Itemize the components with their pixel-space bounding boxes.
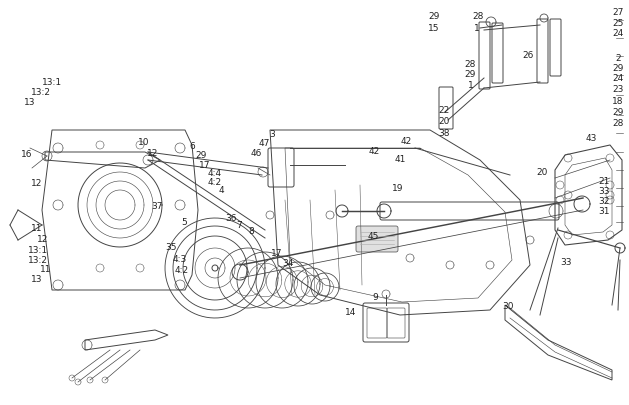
Text: 13: 13	[31, 275, 42, 284]
Text: 6: 6	[189, 142, 195, 151]
Text: 24: 24	[612, 29, 623, 38]
Text: 13:2: 13:2	[31, 88, 51, 97]
Text: 20: 20	[438, 117, 450, 126]
Text: 13:2: 13:2	[28, 256, 48, 264]
Text: 4:2: 4:2	[208, 178, 222, 187]
Text: 11: 11	[40, 265, 51, 274]
Text: 14: 14	[345, 308, 357, 317]
Text: 33: 33	[598, 187, 610, 196]
Text: 5: 5	[181, 218, 187, 227]
Text: 37: 37	[152, 202, 163, 211]
Text: 27: 27	[612, 9, 623, 17]
Text: 11: 11	[31, 224, 42, 233]
Text: 4:2: 4:2	[174, 266, 188, 275]
Text: 32: 32	[598, 197, 610, 206]
Text: 13: 13	[25, 98, 36, 107]
Text: 41: 41	[394, 156, 406, 164]
Text: 13:1: 13:1	[28, 246, 48, 255]
Text: 7: 7	[236, 222, 242, 230]
Text: 1: 1	[467, 81, 474, 90]
Text: 28: 28	[465, 60, 476, 69]
Text: 13:1: 13:1	[42, 78, 62, 87]
Text: 1: 1	[474, 24, 480, 33]
Text: 19: 19	[392, 184, 403, 193]
Text: 3: 3	[269, 130, 275, 139]
Text: 36: 36	[226, 214, 237, 223]
Text: 20: 20	[537, 168, 548, 177]
Text: 29: 29	[612, 64, 623, 73]
Text: 15: 15	[428, 24, 440, 33]
Text: 30: 30	[503, 303, 514, 311]
Text: 12: 12	[37, 235, 48, 244]
Text: 29: 29	[196, 151, 207, 160]
Text: 47: 47	[259, 139, 270, 148]
Text: 24: 24	[612, 75, 623, 83]
Text: 38: 38	[438, 129, 450, 138]
Text: 42: 42	[369, 147, 380, 156]
Text: 35: 35	[165, 243, 177, 252]
Text: 22: 22	[438, 106, 450, 115]
Text: 28: 28	[612, 119, 623, 128]
Text: 17: 17	[199, 161, 211, 170]
Text: 4: 4	[219, 186, 224, 195]
Text: 21: 21	[598, 177, 610, 186]
Text: 4:4: 4:4	[208, 169, 222, 178]
Text: 28: 28	[472, 12, 484, 21]
Text: 17: 17	[271, 249, 282, 258]
Text: 16: 16	[21, 150, 32, 159]
Text: 18: 18	[612, 97, 623, 106]
Text: 9: 9	[372, 293, 379, 302]
Text: 29: 29	[612, 108, 623, 117]
Text: 29: 29	[428, 12, 440, 21]
Text: 42: 42	[400, 137, 411, 146]
Text: 29: 29	[465, 70, 476, 79]
Text: 25: 25	[612, 19, 623, 28]
Text: 23: 23	[612, 85, 623, 94]
Text: 4:3: 4:3	[172, 255, 186, 264]
Text: 12: 12	[147, 149, 158, 158]
FancyBboxPatch shape	[356, 226, 398, 252]
Text: 10: 10	[138, 138, 149, 147]
Text: 31: 31	[598, 207, 610, 216]
Text: 45: 45	[367, 232, 379, 241]
Text: 46: 46	[251, 149, 262, 158]
Text: 43: 43	[586, 134, 597, 143]
Text: 12: 12	[31, 179, 42, 188]
Text: 34: 34	[282, 259, 294, 268]
Text: 26: 26	[523, 51, 534, 60]
Text: 8: 8	[248, 227, 255, 236]
Text: 2: 2	[615, 54, 620, 63]
Text: 33: 33	[560, 258, 572, 267]
